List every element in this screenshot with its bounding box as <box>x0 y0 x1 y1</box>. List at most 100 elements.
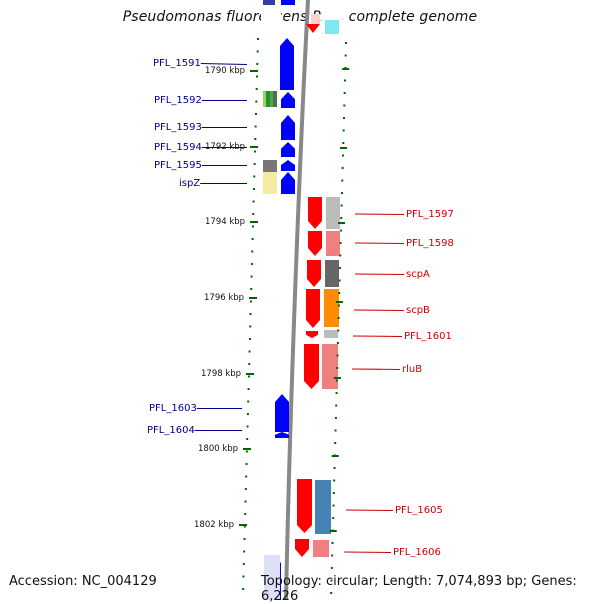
tick-dot <box>253 175 256 178</box>
tick-dot <box>330 579 333 582</box>
tick-dot <box>247 375 250 378</box>
tick-dot <box>344 54 347 57</box>
tick-dot <box>253 150 256 153</box>
reverse-gene-rlub[interactable] <box>304 344 319 389</box>
forward-gene-pfl_1604[interactable] <box>275 432 289 438</box>
forward-gene-label[interactable]: PFL_1592 <box>154 95 202 106</box>
tick-dot <box>343 79 346 82</box>
tick-dot <box>338 292 341 294</box>
forward-gene-pfl_1593[interactable] <box>281 115 295 140</box>
tick-dot <box>342 129 345 132</box>
tick-dot <box>256 63 259 65</box>
tick-dot <box>335 392 338 394</box>
tick-dot <box>340 204 343 207</box>
ruler-tick <box>243 448 251 450</box>
tick-dot <box>249 325 252 328</box>
forward-gene-pfl_1591[interactable] <box>280 38 294 90</box>
tick-dot <box>247 400 250 403</box>
tick-dot <box>250 263 253 265</box>
reverse-gene-pfl_1597[interactable] <box>308 197 322 229</box>
tick-dot <box>243 550 246 553</box>
reverse-gene-label[interactable]: scpA <box>406 269 430 280</box>
forward-gene-label[interactable]: PFL_1591 <box>153 58 201 69</box>
tick-dot <box>334 442 337 444</box>
forward-gene-pfl_1603[interactable] <box>275 394 289 432</box>
tick-dot <box>345 42 347 44</box>
tick-dot <box>252 200 255 203</box>
tick-dot <box>336 367 339 369</box>
forward-label-leader <box>200 63 248 65</box>
tick-dot <box>248 338 251 340</box>
reverse-gene-label[interactable]: PFL_1605 <box>395 505 443 516</box>
tick-dot <box>340 217 343 219</box>
ruler-label: 1802 kbp <box>194 520 234 530</box>
forward-gene-ispz[interactable] <box>281 172 295 194</box>
ruler-label: 1794 kbp <box>205 217 245 227</box>
tick-dot <box>337 329 340 332</box>
tick-mark <box>338 222 346 224</box>
tick-dot <box>341 167 344 169</box>
tick-dot <box>334 429 337 432</box>
tick-dot <box>253 163 256 165</box>
ruler-tick <box>239 524 247 526</box>
reverse-gene-scpb[interactable] <box>306 289 320 328</box>
reverse-gene-pfl_1605[interactable] <box>297 479 312 533</box>
ruler-label: 1798 kbp <box>201 369 241 379</box>
tick-dot <box>252 188 255 190</box>
forward-gene-label[interactable]: PFL_1595 <box>154 160 202 171</box>
forward-gene-label[interactable]: ispZ <box>179 178 200 189</box>
tick-dot <box>242 563 245 565</box>
cog-boxes <box>263 91 340 600</box>
tick-dot <box>251 225 254 228</box>
reverse-label-leader <box>354 213 405 215</box>
tick-dot <box>252 213 255 215</box>
reverse-gene-pfl_1598[interactable] <box>308 231 322 256</box>
tick-dot <box>255 75 258 78</box>
tick-dot <box>254 125 257 128</box>
tick-dot <box>333 479 336 482</box>
reverse-label-leader <box>343 551 392 553</box>
tick-dot <box>254 138 257 140</box>
reverse-gene-label[interactable]: PFL_1601 <box>404 331 452 342</box>
tick-dot <box>336 354 339 357</box>
tick-mark <box>333 377 341 379</box>
tick-dot <box>249 313 252 315</box>
tick-dot <box>245 463 248 465</box>
reverse-gene-label[interactable]: PFL_1597 <box>406 209 454 220</box>
reverse-gene-label[interactable]: PFL_1598 <box>406 238 454 249</box>
reverse-gene-pfl_1606[interactable] <box>295 539 309 557</box>
forward-gene-pfl_1595[interactable] <box>281 160 295 171</box>
tick-dot <box>339 229 342 232</box>
forward-gene-label[interactable]: PFL_1593 <box>154 122 202 133</box>
reverse-label-leader <box>353 309 405 311</box>
tick-dot <box>247 388 250 390</box>
tick-dot <box>339 242 342 244</box>
reverse-gene-label[interactable]: rluB <box>402 364 422 375</box>
tick-mark <box>335 301 343 303</box>
tick-dot <box>246 438 249 440</box>
map-title: Pseudomonas fluorescens Pf-5, complete g… <box>122 9 478 25</box>
tick-dot <box>254 113 257 115</box>
tick-dot <box>243 538 246 540</box>
reverse-gene-scpa[interactable] <box>307 260 321 287</box>
reverse-gene-pfl_1601[interactable] <box>306 331 318 338</box>
tick-dot <box>244 488 247 490</box>
tick-dot <box>339 254 342 257</box>
tick-dot <box>255 100 258 103</box>
tick-dot <box>330 592 333 594</box>
forward-gene-label[interactable]: PFL_1604 <box>147 425 195 436</box>
tick-dot <box>250 288 253 290</box>
reverse-label-leader <box>354 273 405 275</box>
forward-gene-label[interactable]: PFL_1594 <box>154 142 202 153</box>
tick-dot <box>243 525 246 528</box>
forward-cog-lane <box>261 0 281 600</box>
tick-mark <box>342 68 350 70</box>
tick-dot <box>251 250 254 253</box>
reverse-gene-label[interactable]: PFL_1606 <box>393 547 441 558</box>
tick-dot <box>242 575 245 578</box>
forward-gene-label[interactable]: PFL_1603 <box>149 403 197 414</box>
forward-gene-pfl_1592[interactable] <box>281 92 295 108</box>
reverse-gene-label[interactable]: scpB <box>406 305 430 316</box>
forward-gene-pfl_1594[interactable] <box>281 142 295 157</box>
